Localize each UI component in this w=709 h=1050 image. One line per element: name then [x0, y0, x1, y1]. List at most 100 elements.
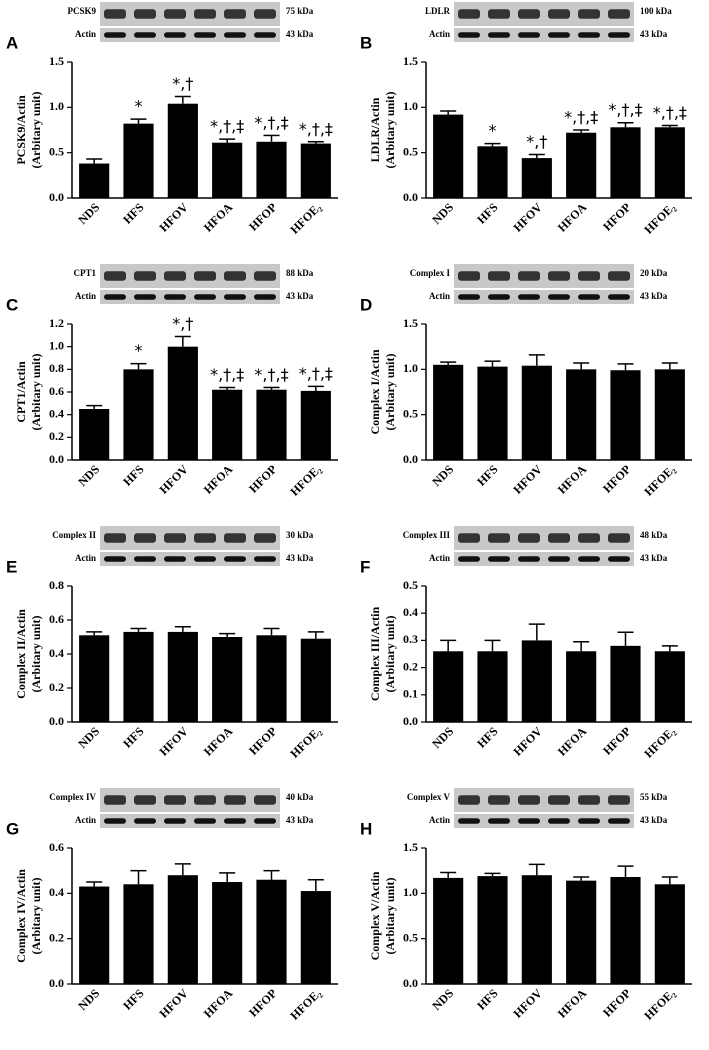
- blot-band: [254, 533, 276, 543]
- y-tick-label: 0.5: [403, 578, 418, 592]
- blot-protein-kda: 20 kDa: [640, 268, 668, 278]
- bar: [610, 645, 641, 722]
- panel: G Complex IV 40 kDa Actin 43 kDa 0.0 0.2 0.4 0.6…: [6, 788, 338, 1023]
- blot-band: [254, 294, 276, 300]
- x-tick-label: HFS: [474, 986, 501, 1013]
- blot-band: [488, 294, 510, 300]
- y-tick-label: 0.8: [49, 578, 64, 592]
- blot-band: [608, 556, 630, 562]
- x-tick-label: HFOE₂: [287, 724, 324, 761]
- blot-protein-label: CPT1: [74, 268, 97, 278]
- blot-band: [254, 271, 276, 281]
- blot-band: [548, 271, 570, 281]
- y-tick-label: 0.0: [403, 190, 418, 204]
- blot-band: [194, 32, 216, 38]
- significance-label: *,†,‡: [299, 119, 333, 138]
- blot-strip: [100, 526, 280, 550]
- y-tick-label: 0.0: [49, 976, 64, 990]
- blot-protein-kda: 75 kDa: [286, 6, 314, 16]
- y-axis-label: Complex III/Actin: [368, 607, 382, 702]
- bar: [477, 651, 508, 722]
- significance-label: *,†,‡: [254, 113, 288, 132]
- blot-band: [488, 556, 510, 562]
- blot-band: [458, 9, 480, 19]
- x-tick-label: HFOP: [246, 462, 279, 495]
- x-tick-label: HFOV: [156, 724, 191, 759]
- blot-band: [518, 533, 540, 543]
- bar: [433, 877, 464, 984]
- blot-protein-kda: 55 kDa: [640, 792, 668, 802]
- blot-band: [608, 533, 630, 543]
- x-tick-label: HFOA: [555, 462, 590, 497]
- x-tick-label: HFOV: [156, 200, 191, 235]
- panel: C CPT1 88 kDa Actin 43 kDa 0.0 0.2 0.4 0.6 0.8 1.0…: [6, 264, 338, 499]
- blot-control-kda: 43 kDa: [640, 291, 668, 301]
- x-tick-label: HFS: [120, 986, 147, 1013]
- blot-band: [608, 271, 630, 281]
- blot-band: [224, 271, 246, 281]
- x-tick-label: HFOV: [156, 986, 191, 1021]
- y-axis-label: (Arbitary unit): [383, 354, 397, 431]
- blot-band: [254, 795, 276, 805]
- x-tick-label: HFOA: [201, 200, 236, 235]
- blot-band: [254, 32, 276, 38]
- bar: [167, 103, 198, 198]
- blot-band: [548, 9, 570, 19]
- blot-protein-label: Complex IV: [49, 792, 96, 802]
- blot-band: [518, 556, 540, 562]
- blot-band: [134, 294, 156, 300]
- blot-band: [104, 556, 126, 562]
- blot-band: [194, 818, 216, 824]
- bar: [212, 637, 243, 722]
- bar: [610, 127, 641, 198]
- blot-control-label: Actin: [75, 29, 96, 39]
- y-tick-label: 1.0: [403, 99, 418, 113]
- y-tick-label: 0.0: [403, 452, 418, 466]
- y-tick-label: 0.2: [49, 680, 64, 694]
- blot-band: [104, 32, 126, 38]
- bar: [79, 635, 110, 722]
- blot-band: [458, 795, 480, 805]
- panel: D Complex I 20 kDa Actin 43 kDa 0.0 0.5 1.0 1.5 C…: [360, 264, 692, 499]
- blot-protein-kda: 88 kDa: [286, 268, 314, 278]
- blot-band: [164, 9, 186, 19]
- blot-band: [164, 533, 186, 543]
- x-tick-label: HFOV: [510, 200, 545, 235]
- bar: [79, 163, 110, 198]
- blot-control-label: Actin: [429, 29, 450, 39]
- blot-band: [518, 32, 540, 38]
- x-tick-label: HFOP: [600, 724, 633, 757]
- x-tick-label: HFOA: [555, 724, 590, 759]
- blot-protein-label: Complex V: [407, 792, 451, 802]
- y-tick-label: 0.2: [403, 659, 418, 673]
- blot-band: [578, 533, 600, 543]
- panel-letter: C: [6, 295, 18, 314]
- y-tick-label: 0.4: [49, 406, 64, 420]
- x-tick-label: HFOP: [600, 462, 633, 495]
- y-tick-label: 1.2: [49, 316, 64, 330]
- blot-band: [578, 32, 600, 38]
- blot-band: [194, 9, 216, 19]
- panel-letter: G: [6, 819, 19, 838]
- blot-band: [134, 795, 156, 805]
- y-tick-label: 0.1: [403, 687, 418, 701]
- blot-band: [164, 795, 186, 805]
- blot-band: [194, 294, 216, 300]
- x-tick-label: HFOV: [510, 462, 545, 497]
- y-tick-label: 1.0: [403, 885, 418, 899]
- y-axis-label: (Arbitary unit): [29, 354, 43, 431]
- significance-label: *,†,‡: [210, 365, 244, 384]
- blot-control-kda: 43 kDa: [286, 815, 314, 825]
- blot-band: [518, 294, 540, 300]
- significance-label: *,†,‡: [564, 108, 598, 127]
- y-axis-label: CPT1/Actin: [14, 361, 28, 423]
- x-tick-label: NDS: [75, 200, 102, 227]
- blot-band: [518, 818, 540, 824]
- blot-control-label: Actin: [429, 291, 450, 301]
- blot-strip: [100, 788, 280, 812]
- blot-band: [134, 533, 156, 543]
- bar: [654, 651, 685, 722]
- blot-band: [224, 533, 246, 543]
- blot-band: [488, 818, 510, 824]
- blot-band: [548, 294, 570, 300]
